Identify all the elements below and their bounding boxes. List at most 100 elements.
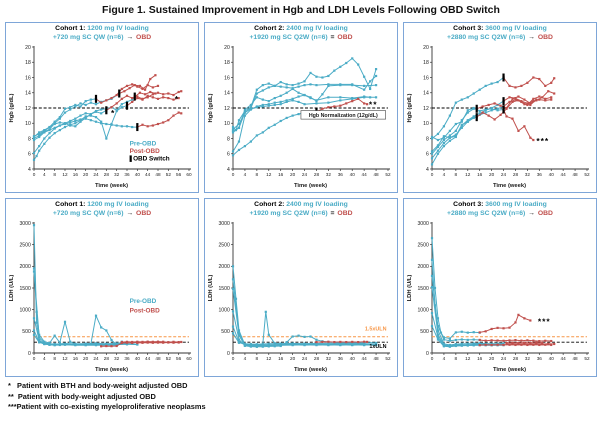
svg-text:28: 28 <box>104 356 110 361</box>
svg-text:Pre-OBD: Pre-OBD <box>130 140 157 147</box>
svg-text:0: 0 <box>232 356 235 361</box>
iv-dose-label: 2400 mg IV loading <box>286 201 348 208</box>
svg-text:10: 10 <box>25 121 31 127</box>
svg-text:Time (week): Time (week) <box>95 366 128 372</box>
obd-switch-mark <box>475 112 478 121</box>
series-pre-obd-1 <box>231 277 378 346</box>
svg-text:1000: 1000 <box>19 307 30 313</box>
series-post-obd-7 <box>478 338 553 342</box>
panel-header: Cohort 3: 3600 mg IV loading +2880 mg SC… <box>404 23 596 43</box>
svg-text:Hgb Normalization (12g/dL): Hgb Normalization (12g/dL) <box>309 112 378 118</box>
obd-label: OBD <box>337 209 353 217</box>
svg-text:8: 8 <box>227 136 230 142</box>
svg-text:48: 48 <box>572 172 578 177</box>
series-pre-obd-0 <box>32 223 118 346</box>
svg-text:12: 12 <box>266 172 272 177</box>
legend-item-pre-obd: Pre-OBD <box>130 140 157 147</box>
svg-text:14: 14 <box>224 90 230 96</box>
series-post-obd-11 <box>136 111 183 128</box>
footnote-marker-annotation: ** <box>369 99 378 109</box>
svg-text:44: 44 <box>362 172 368 177</box>
svg-text:16: 16 <box>224 75 230 81</box>
svg-text:32: 32 <box>525 356 531 361</box>
svg-text:60: 60 <box>186 356 192 361</box>
svg-text:2500: 2500 <box>19 242 30 248</box>
series-pre-obd-2 <box>231 287 378 348</box>
panel-header: Cohort 1: 1200 mg IV loading +720 mg SC … <box>6 23 198 43</box>
svg-text:Post-OBD: Post-OBD <box>130 307 161 314</box>
svg-text:Time (week): Time (week) <box>493 366 526 372</box>
svg-text:LDH (U/L): LDH (U/L) <box>9 274 15 301</box>
svg-text:1500: 1500 <box>19 285 30 291</box>
svg-text:0: 0 <box>33 172 36 177</box>
svg-text:44: 44 <box>561 172 567 177</box>
panel-cohort1-hgb: Cohort 1: 1200 mg IV loading +720 mg SC … <box>5 22 199 193</box>
series-pre-obd-5 <box>32 333 129 345</box>
svg-text:Time (week): Time (week) <box>95 182 128 188</box>
footnotes: * Patient with BTH and body-weight adjus… <box>8 381 602 413</box>
series-post-obd-6 <box>94 82 160 104</box>
svg-text:10: 10 <box>224 121 230 127</box>
series-pre-obd-1 <box>231 74 378 131</box>
panel-grid: Cohort 1: 1200 mg IV loading +720 mg SC … <box>5 22 597 377</box>
svg-text:0: 0 <box>431 172 434 177</box>
obd-switch-mark <box>118 89 121 98</box>
svg-text:500: 500 <box>22 329 31 335</box>
svg-text:18: 18 <box>25 60 31 66</box>
series-pre-obd-3 <box>430 285 505 347</box>
svg-text:44: 44 <box>561 356 567 361</box>
series-pre-obd-2 <box>32 270 139 345</box>
cohort-label: Cohort 1: <box>55 25 86 32</box>
obd-switch-mark <box>105 105 108 114</box>
obd-label: OBD <box>537 33 553 41</box>
svg-text:4: 4 <box>28 166 31 172</box>
series-pre-obd-5 <box>231 331 366 345</box>
iv-dose-label: 3600 mg IV loading <box>485 201 547 208</box>
svg-text:0: 0 <box>227 350 230 356</box>
svg-text:16: 16 <box>423 75 429 81</box>
svg-text:4: 4 <box>43 172 46 177</box>
svg-text:36: 36 <box>338 356 344 361</box>
obd-switch-mark <box>502 73 505 82</box>
svg-text:Time (week): Time (week) <box>493 182 526 188</box>
svg-text:4: 4 <box>443 172 446 177</box>
svg-text:8: 8 <box>53 356 56 361</box>
svg-text:52: 52 <box>166 356 172 361</box>
svg-text:12: 12 <box>465 172 471 177</box>
obd-switch-mark <box>475 104 478 113</box>
sc-dose-label: +1920 mg SC Q2W (n=6) <box>249 33 328 41</box>
svg-text:28: 28 <box>513 172 519 177</box>
obd-label: OBD <box>136 33 152 41</box>
svg-text:32: 32 <box>326 356 332 361</box>
svg-text:48: 48 <box>572 356 578 361</box>
svg-text:4: 4 <box>244 172 247 177</box>
svg-text:16: 16 <box>278 356 284 361</box>
svg-text:16: 16 <box>477 356 483 361</box>
svg-text:20: 20 <box>489 356 495 361</box>
svg-text:8: 8 <box>455 356 458 361</box>
svg-text:36: 36 <box>537 356 543 361</box>
series-post-obd-6 <box>478 313 532 334</box>
svg-text:4: 4 <box>244 356 247 361</box>
svg-text:Post-OBD: Post-OBD <box>130 148 161 155</box>
svg-text:Hgb (g/dL): Hgb (g/dL) <box>407 93 413 122</box>
svg-text:16: 16 <box>477 172 483 177</box>
svg-text:32: 32 <box>114 172 120 177</box>
svg-text:12: 12 <box>423 105 429 111</box>
sc-dose-label: +720 mg SC QW (n=6) <box>52 209 124 217</box>
svg-text:60: 60 <box>186 172 192 177</box>
panel-cohort2-ldh: Cohort 2: 2400 mg IV loading +1920 mg SC… <box>204 198 398 377</box>
equals-icon: = <box>330 209 335 217</box>
svg-text:4: 4 <box>43 356 46 361</box>
footnote-marker-annotation: *** <box>536 136 549 146</box>
svg-text:8: 8 <box>426 136 429 142</box>
svg-text:1500: 1500 <box>417 285 428 291</box>
obd-label: OBD <box>136 209 152 217</box>
svg-text:52: 52 <box>166 172 172 177</box>
svg-text:40: 40 <box>549 172 555 177</box>
